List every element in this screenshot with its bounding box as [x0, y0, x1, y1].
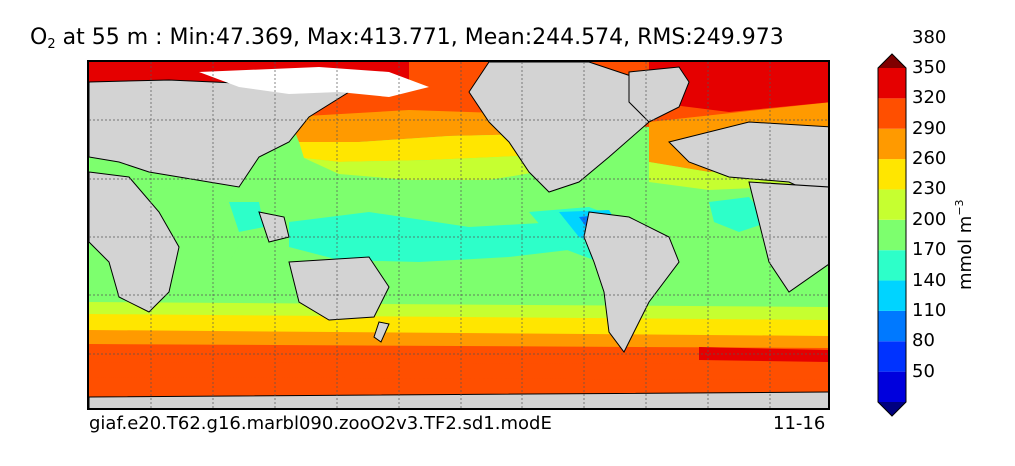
colorbar-bin [878, 128, 906, 160]
land-new-zealand [373, 321, 390, 343]
colorbar-bin [878, 68, 906, 99]
colorbar-outline [877, 53, 907, 417]
land-antarctica [89, 391, 828, 408]
colorbar-tick-label: 260 [912, 148, 947, 170]
ocean-north-pacific-230 [304, 156, 549, 180]
colorbar-tick-label: 380 [912, 26, 947, 48]
land-australia [288, 256, 390, 321]
land-masses [89, 62, 828, 408]
plot-title: O2 at 55 m : Min:47.369, Max:413.771, Me… [30, 25, 784, 52]
ocean-map [87, 60, 830, 410]
colorbar-bin [878, 341, 906, 372]
colorbar-bin [878, 371, 906, 402]
colorbar-tick-label: 140 [912, 269, 947, 291]
colorbar-tick-label: 170 [912, 239, 947, 261]
colorbar-tick-label: 200 [912, 208, 947, 230]
land-africa [89, 171, 180, 313]
date-range: 11-16 [773, 413, 826, 434]
land-africa-east [748, 181, 828, 293]
sea-ice-arctic [199, 67, 429, 97]
land-south-america [583, 211, 680, 353]
ocean-south-atlantic-380 [699, 347, 828, 362]
ocean-bay-of-bengal-170 [229, 202, 264, 232]
colorbar-bin [878, 280, 906, 311]
ocean-map-svg [89, 62, 828, 408]
ocean-arctic-380 [649, 62, 828, 112]
colorbar-tick-label: 110 [912, 299, 947, 321]
colorbar-tick-label: 320 [912, 87, 947, 109]
colorbar-bin [878, 310, 906, 342]
colorbar-tick-label: 350 [912, 57, 947, 78]
ocean-eastern-atlantic-170 [709, 197, 769, 232]
units-main: mmol m [955, 215, 976, 290]
case-name: giaf.e20.T62.g16.marbl090.zooO2v3.TF2.sd… [89, 413, 552, 434]
title-subscript: 2 [47, 37, 56, 52]
colorbar-tick-label: 290 [912, 117, 947, 139]
colorbar-tick-label: 50 [912, 360, 935, 382]
title-variable: O [30, 25, 48, 50]
colorbar-bin [878, 219, 906, 251]
units-exponent: −3 [953, 199, 966, 216]
colorbar-bins [878, 54, 906, 416]
colorbar-bin [878, 54, 906, 68]
colorbar-bin [878, 189, 906, 220]
colorbar-tick-label: 230 [912, 178, 947, 200]
title-stats: at 55 m : Min:47.369, Max:413.771, Mean:… [55, 25, 784, 50]
colorbar-bin [878, 250, 906, 281]
colorbar-tick-label: 80 [912, 330, 935, 352]
colorbar-bin [878, 159, 906, 190]
colorbar-units-label: mmol m−3 [953, 199, 976, 290]
land-greenland [628, 66, 690, 123]
colorbar [877, 53, 907, 417]
colorbar-bin [878, 402, 906, 416]
colorbar-bin [878, 98, 906, 129]
